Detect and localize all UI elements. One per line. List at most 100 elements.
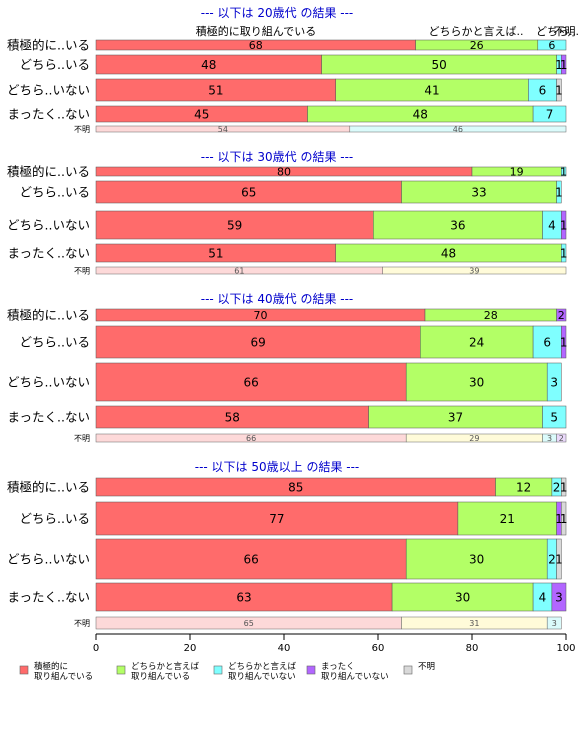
unknown-row-value: 2 <box>559 434 564 443</box>
x-tick-label: 60 <box>372 643 385 654</box>
unknown-row-value: 54 <box>218 125 228 134</box>
section-title: --- 以下は 50歳以上 の結果 --- <box>195 460 360 474</box>
data-label: 28 <box>484 309 498 322</box>
data-label: 77 <box>269 512 284 526</box>
data-label: 33 <box>471 186 486 200</box>
bar-segment <box>95 501 459 536</box>
unknown-row-value: 39 <box>469 267 479 276</box>
data-label: 26 <box>470 39 484 52</box>
legend-label: 積極的に <box>34 661 68 672</box>
legend-swatch <box>306 665 316 675</box>
data-label: 50 <box>431 58 446 72</box>
section-title: --- 以下は 20歳代 の結果 --- <box>201 6 354 20</box>
x-tick-label: 40 <box>278 643 291 654</box>
data-label: 59 <box>227 219 242 233</box>
data-label: 63 <box>236 591 251 605</box>
data-label: 1 <box>555 58 563 72</box>
bar-segment <box>532 325 562 359</box>
legend-label: まったく <box>321 662 355 672</box>
bar-segment <box>561 243 567 263</box>
data-label: 1 <box>560 512 568 526</box>
bar-segment <box>556 538 562 580</box>
data-label: 2 <box>553 481 561 495</box>
unknown-row-segment <box>546 616 562 630</box>
bar-segment <box>561 501 567 536</box>
data-label: 2 <box>548 553 556 567</box>
row-label: 積極的に..いる <box>7 308 90 323</box>
data-label: 51 <box>208 84 223 98</box>
data-label: 30 <box>469 376 484 390</box>
unknown-row-label: 不明 <box>74 434 90 443</box>
unknown-row-value: 3 <box>552 619 557 628</box>
bar-segment <box>420 325 534 359</box>
bar-segment <box>561 54 567 75</box>
row-label: どちら..いない <box>7 218 90 233</box>
data-label: 36 <box>450 219 465 233</box>
data-label: 69 <box>251 336 266 350</box>
unknown-row-value: 65 <box>244 619 254 628</box>
data-label: 68 <box>249 39 263 52</box>
data-label: 1 <box>560 481 568 495</box>
bar-segment <box>561 477 567 497</box>
data-label: 1 <box>560 219 568 233</box>
data-label: 1 <box>555 84 563 98</box>
data-label: 1 <box>560 336 568 350</box>
data-label: 80 <box>277 166 291 179</box>
section-title: --- 以下は 40歳代 の結果 --- <box>201 292 354 306</box>
legend-label: どちらかと言えば <box>228 661 297 672</box>
legend-label: 取り組んでいない <box>321 671 389 682</box>
bar-segment <box>542 405 567 429</box>
bar-segment <box>95 210 374 240</box>
legend-swatch <box>19 665 29 675</box>
data-label: 19 <box>510 166 524 179</box>
row-label: まったく..ない <box>8 410 90 425</box>
header-label: どちらかと言えば.. <box>429 25 524 38</box>
data-label: 66 <box>243 376 258 390</box>
row-label: 積極的に..いる <box>7 38 90 53</box>
bar-segment <box>373 210 543 240</box>
bar-segment <box>551 582 567 612</box>
data-label: 3 <box>555 591 563 605</box>
data-label: 48 <box>441 247 456 261</box>
bar-segment <box>546 362 562 402</box>
legend-swatch <box>213 665 223 675</box>
data-label: 6 <box>543 336 551 350</box>
unknown-row-value: 29 <box>469 434 479 443</box>
row-label: どちら..いる <box>20 57 90 72</box>
bar-segment <box>556 78 562 102</box>
bar-segment <box>405 538 548 580</box>
x-tick-label: 0 <box>93 643 99 654</box>
legend-swatch <box>403 665 413 675</box>
data-label: 30 <box>469 553 484 567</box>
data-label: 1 <box>560 58 568 72</box>
row-label: どちら..いる <box>20 185 90 200</box>
x-tick-label: 80 <box>466 643 479 654</box>
row-label: どちら..いない <box>7 552 90 567</box>
data-label: 12 <box>516 481 531 495</box>
unknown-row-value: 3 <box>547 434 552 443</box>
bar-segment <box>561 166 567 177</box>
x-tick-label: 20 <box>184 643 197 654</box>
row-label: まったく..ない <box>8 246 90 261</box>
header-label: 不明.. <box>554 25 580 38</box>
data-label: 48 <box>413 108 428 122</box>
data-label: 6 <box>539 84 547 98</box>
data-label: 45 <box>194 108 209 122</box>
data-label: 1 <box>560 247 568 261</box>
legend-label: どちらかと言えば <box>131 661 200 672</box>
data-label: 65 <box>241 186 256 200</box>
data-label: 30 <box>455 591 470 605</box>
data-label: 5 <box>550 411 558 425</box>
row-label: どちら..いる <box>20 335 90 350</box>
data-label: 58 <box>225 411 240 425</box>
bar-segment <box>556 308 567 322</box>
bar-segment <box>561 325 567 359</box>
unknown-row-segment <box>349 125 567 133</box>
data-label: 51 <box>208 247 223 261</box>
unknown-row-value: 46 <box>453 125 463 134</box>
unknown-row-segment <box>382 266 567 275</box>
row-label: まったく..ない <box>8 107 90 122</box>
header-label: 積極的に取り組んでいる <box>196 24 316 38</box>
bar-segment <box>391 582 534 612</box>
